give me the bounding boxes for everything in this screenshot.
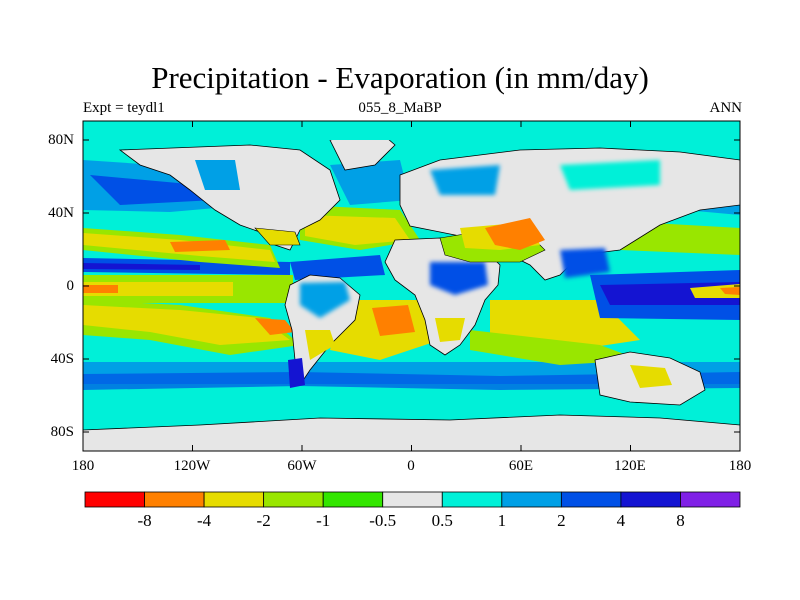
na-storm-blue: [330, 160, 410, 205]
colorbar-swatch: [680, 491, 741, 508]
map-field: [83, 121, 740, 451]
lon-tick-label: 180: [728, 458, 752, 474]
lon-tick-label: 60E: [508, 458, 534, 474]
atl-eq-blue: [290, 255, 385, 280]
time-label: 055_8_MaBP: [358, 100, 442, 116]
antarctica: [83, 414, 740, 451]
south-pacific-orange: [255, 318, 295, 335]
lon-tick-label: 120E: [614, 458, 646, 474]
colorbar: [84, 491, 741, 508]
colorbar-swatch: [382, 491, 443, 508]
australia-yellow: [630, 365, 672, 388]
experiment-label: Expt = teydl1: [83, 100, 165, 116]
arabia-orange: [485, 218, 545, 250]
colorbar-swatch: [263, 491, 324, 508]
siberia-blue: [560, 160, 660, 190]
band-south-blue: [83, 372, 740, 390]
canada-west-blue: [195, 160, 240, 190]
land-wet-patches: [300, 160, 660, 318]
south-atl-orange: [372, 305, 415, 336]
colorbar-tick-label: -8: [137, 511, 152, 530]
colorbar-swatch: [322, 491, 384, 508]
lon-tick-label: 60W: [287, 458, 317, 474]
eq-pacific-yellow: [83, 282, 233, 296]
colorbar-tick-label: -0.5: [369, 511, 397, 530]
colorbar-tick-label: 2: [557, 511, 566, 530]
colorbar-swatch: [501, 491, 562, 508]
lat-tick-label: 0: [66, 278, 75, 294]
lon-tick-label: 120W: [173, 458, 211, 474]
colorbar-swatch: [441, 491, 503, 508]
colorbar-swatch: [144, 491, 205, 508]
colorbar-tick-label: -4: [196, 511, 212, 530]
lon-tick-label: 0: [407, 458, 415, 474]
colorbar-tick-label: 4: [616, 511, 626, 530]
south-subtropic-yellow: [83, 305, 290, 345]
patagonia-navy: [288, 358, 305, 388]
lat-ticks: [83, 139, 740, 433]
colorbar-tick-label: -2: [256, 511, 271, 530]
amazon-blue: [300, 282, 350, 318]
lat-tick-label: 80S: [50, 424, 74, 440]
itcz-navy: [83, 263, 200, 270]
lat-tick-label: 40S: [50, 351, 74, 367]
colorbar-tick-label: -1: [316, 511, 331, 530]
lon-ticks: [82, 121, 741, 451]
colorbar-swatch: [84, 491, 145, 508]
colorbar-swatch: [560, 491, 622, 508]
north-america: [118, 144, 341, 251]
arctic-teal: [83, 121, 740, 140]
season-label: ANN: [709, 100, 743, 116]
date-line-orange: [720, 287, 740, 295]
na-yellow: [305, 215, 410, 245]
s-africa-yellow: [435, 318, 465, 342]
ne-europe-blue: [430, 165, 500, 195]
north-pacific-orange: [170, 240, 230, 252]
io-green: [470, 330, 640, 365]
coastal-patches: [83, 121, 740, 388]
n-america-yellow: [254, 227, 301, 246]
colorbar-tick-label: 1: [497, 511, 507, 530]
lat-tick-label: 40N: [48, 205, 74, 221]
s-america-yellow: [305, 330, 335, 360]
colorbar-swatch: [620, 491, 681, 508]
congo-blue: [430, 262, 488, 295]
colorbar-tick-label: 8: [676, 511, 685, 530]
lon-tick-label: 180: [71, 458, 95, 474]
plot-title: Precipitation - Evaporation (in mm/day): [151, 60, 649, 95]
eq-pacific-orange: [83, 285, 118, 293]
lat-tick-label: 80N: [48, 132, 74, 148]
colorbar-tick-label: 0.5: [431, 511, 453, 530]
se-asia-blue: [560, 248, 610, 278]
np-storm-dark: [90, 175, 215, 205]
land-dry-patches: [254, 218, 672, 388]
colorbar-swatch: [203, 491, 265, 508]
date-line-yellow: [690, 284, 740, 298]
